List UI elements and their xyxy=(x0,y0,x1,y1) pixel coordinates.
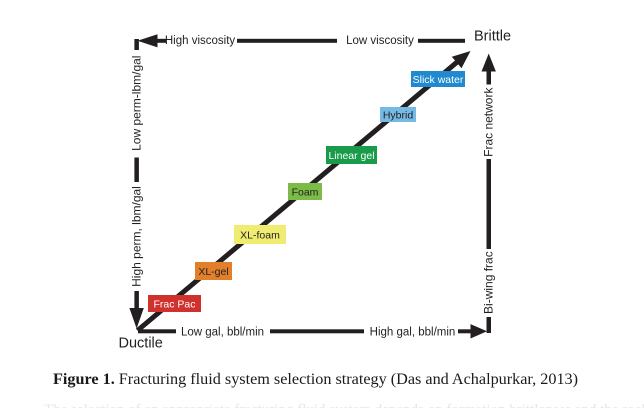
svg-text:Ductile: Ductile xyxy=(119,335,163,351)
svg-text:Low gal, bbl/min: Low gal, bbl/min xyxy=(181,326,264,338)
svg-text:Hybrid: Hybrid xyxy=(383,110,414,122)
svg-text:XL-foam: XL-foam xyxy=(240,230,280,242)
svg-text:High viscosity: High viscosity xyxy=(165,35,236,47)
svg-text:Brittle: Brittle xyxy=(474,28,511,44)
svg-text:Slick water: Slick water xyxy=(413,74,464,86)
svg-text:Low perm-lbm/gal: Low perm-lbm/gal xyxy=(130,56,144,151)
svg-text:Frac network: Frac network xyxy=(482,87,496,157)
svg-text:Linear gel: Linear gel xyxy=(328,150,374,162)
svg-text:Frac Pac: Frac Pac xyxy=(153,299,195,311)
svg-text:Foam: Foam xyxy=(292,187,319,199)
svg-text:High gal, bbl/min: High gal, bbl/min xyxy=(370,326,456,338)
svg-text:XL-gel: XL-gel xyxy=(198,266,228,278)
svg-text:High perm, lbm/gal: High perm, lbm/gal xyxy=(130,186,144,287)
svg-text:Low viscosity: Low viscosity xyxy=(346,35,414,47)
svg-text:Bi-wing frac: Bi-wing frac xyxy=(482,251,496,314)
